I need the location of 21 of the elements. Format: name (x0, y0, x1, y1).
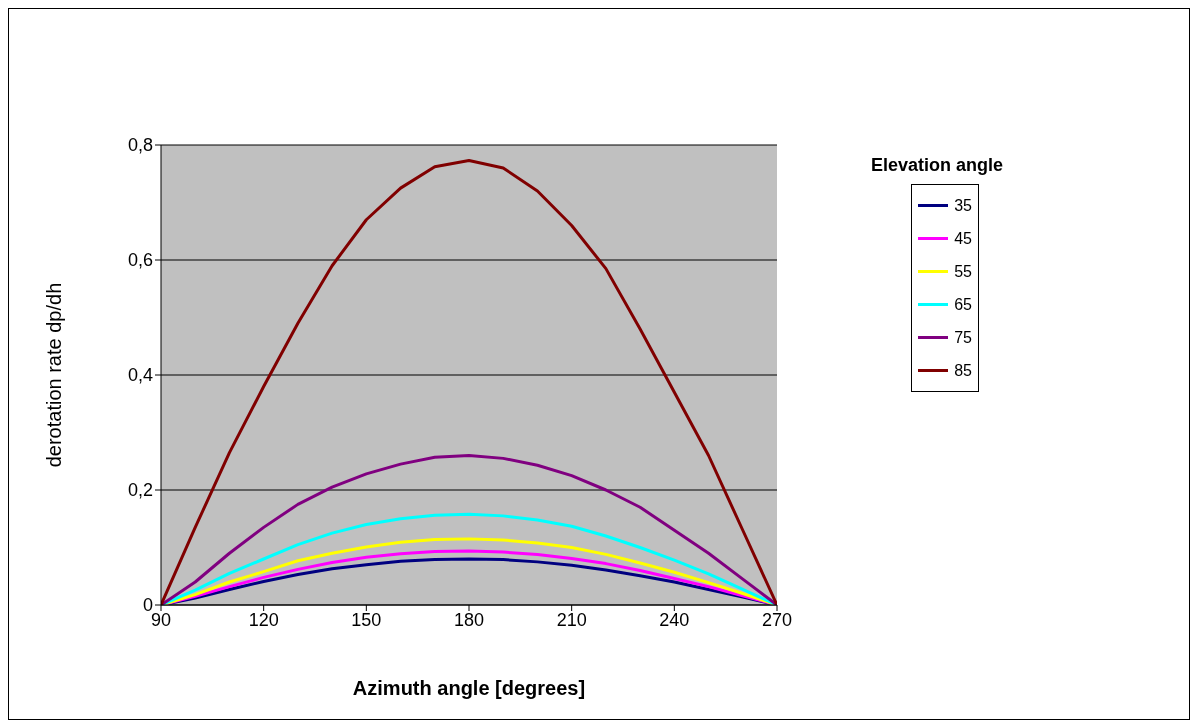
x-tick-label: 240 (659, 609, 690, 630)
y-tick-label: 0,2 (127, 480, 153, 501)
legend-label: 85 (954, 361, 972, 380)
x-tick-label: 270 (761, 609, 793, 630)
x-tick-label: 180 (453, 609, 485, 630)
legend-label: 35 (954, 196, 972, 215)
y-tick-label: 0,6 (127, 250, 153, 271)
x-tick-label: 90 (150, 609, 172, 630)
y-axis-title: derotation rate dp/dh (43, 282, 66, 468)
x-tick-label: 120 (248, 609, 279, 630)
legend-label: 75 (954, 328, 972, 347)
legend-label: 55 (954, 262, 972, 281)
x-tick-label: 210 (556, 609, 587, 630)
x-axis-title: Azimuth angle [degrees] (352, 677, 586, 699)
y-tick-label: 0 (142, 595, 153, 616)
legend-label: 45 (954, 229, 972, 248)
y-tick-label: 0,4 (127, 365, 153, 386)
legend-title: Elevation angle (870, 155, 1003, 176)
x-tick-label: 150 (351, 609, 382, 630)
legend-label: 65 (954, 295, 972, 314)
y-tick-label: 0,8 (127, 135, 153, 156)
